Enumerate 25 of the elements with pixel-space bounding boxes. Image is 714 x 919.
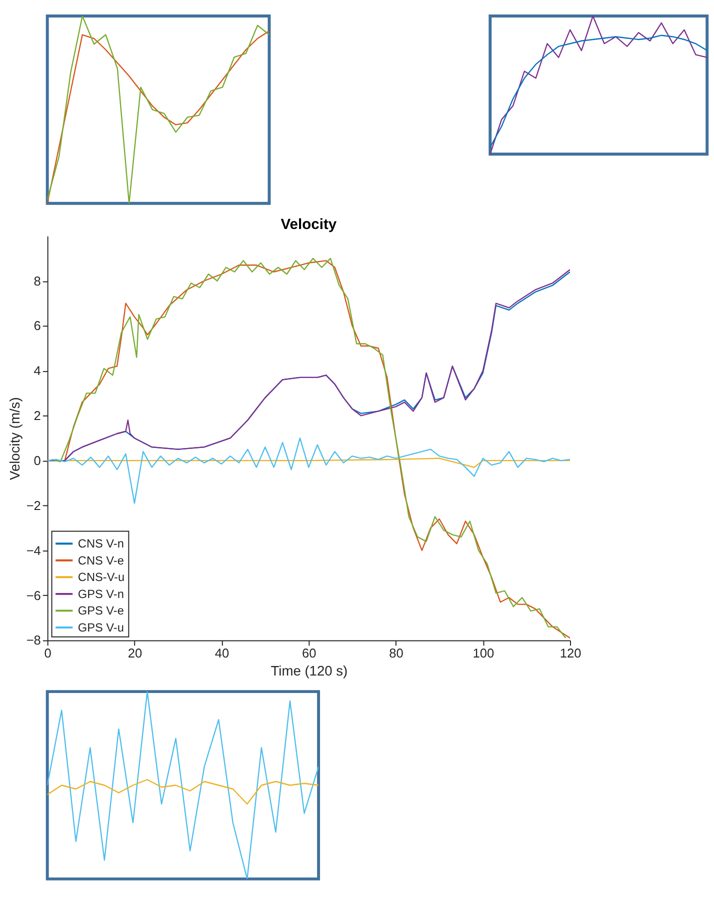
y-tick-label: −8 xyxy=(26,632,41,648)
y-tick-label: 0 xyxy=(34,453,41,468)
y-tick-label: −2 xyxy=(26,498,41,513)
legend-label: CNS V-e xyxy=(78,553,124,568)
legend-label: GPS V-e xyxy=(78,604,124,618)
x-tick-label: 40 xyxy=(214,646,230,661)
y-tick-label: 6 xyxy=(34,318,41,334)
legend-label: GPS V-u xyxy=(78,620,124,634)
y-tick-label: 8 xyxy=(34,273,41,288)
y-tick-label: 2 xyxy=(34,408,41,424)
y-axis-title: Velocity (m/s) xyxy=(7,397,22,480)
x-axis-title: Time (120 s) xyxy=(270,663,348,678)
x-tick-label: 120 xyxy=(560,646,582,661)
x-tick-label: 100 xyxy=(472,646,494,661)
x-tick-label: 0 xyxy=(44,646,52,661)
x-tick-label: 80 xyxy=(389,646,404,661)
chart-title: Velocity xyxy=(280,217,338,234)
y-tick-label: 4 xyxy=(34,363,41,378)
x-tick-label: 60 xyxy=(302,646,316,661)
legend-label: CNS V-n xyxy=(78,536,124,551)
y-tick-label: −6 xyxy=(26,588,41,603)
legend-label: GPS V-n xyxy=(78,586,124,601)
legend-label: CNS-V-u xyxy=(78,570,125,584)
x-tick-label: 20 xyxy=(128,646,142,661)
y-tick-label: −4 xyxy=(26,542,41,558)
